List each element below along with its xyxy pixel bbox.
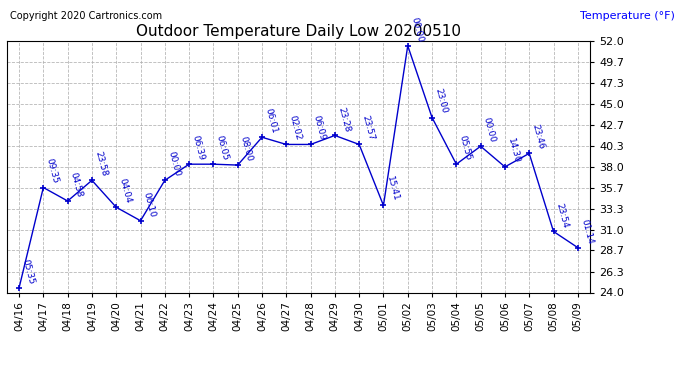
Text: 08:00: 08:00	[239, 135, 255, 162]
Title: Outdoor Temperature Daily Low 20200510: Outdoor Temperature Daily Low 20200510	[136, 24, 461, 39]
Text: 00:00: 00:00	[482, 116, 497, 144]
Text: 00:00: 00:00	[166, 150, 181, 178]
Text: 23:00: 23:00	[433, 88, 448, 115]
Text: 23:28: 23:28	[336, 106, 351, 133]
Text: 06:01: 06:01	[263, 107, 279, 135]
Text: 02:02: 02:02	[288, 115, 303, 142]
Text: 23:58: 23:58	[93, 150, 108, 178]
Text: 23:46: 23:46	[531, 124, 546, 151]
Text: 09:35: 09:35	[45, 158, 60, 185]
Text: 00:00: 00:00	[409, 16, 424, 43]
Text: Copyright 2020 Cartronics.com: Copyright 2020 Cartronics.com	[10, 11, 162, 21]
Text: 06:10: 06:10	[141, 191, 157, 218]
Text: 01:14: 01:14	[579, 218, 594, 245]
Text: 23:57: 23:57	[360, 114, 376, 142]
Text: 06:05: 06:05	[215, 134, 230, 162]
Text: 04:58: 04:58	[69, 171, 84, 198]
Text: 05:35: 05:35	[20, 258, 36, 285]
Text: Temperature (°F): Temperature (°F)	[580, 11, 675, 21]
Text: 04:04: 04:04	[117, 177, 132, 205]
Text: 06:39: 06:39	[190, 134, 206, 162]
Text: 23:54: 23:54	[555, 202, 570, 229]
Text: 15:41: 15:41	[384, 176, 400, 203]
Text: 14:30: 14:30	[506, 137, 522, 164]
Text: 06:09: 06:09	[312, 114, 327, 142]
Text: 05:55: 05:55	[457, 134, 473, 162]
